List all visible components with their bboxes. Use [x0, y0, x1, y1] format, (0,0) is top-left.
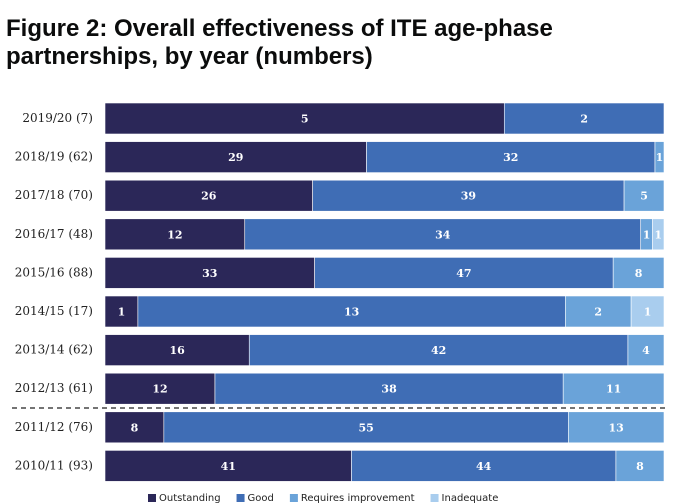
bar-segment: [314, 257, 614, 289]
bar-segment: [104, 450, 352, 482]
data-label: 1: [644, 306, 652, 319]
legend-label: Requires improvement: [301, 493, 415, 503]
y-tick-label: 2014/15 (17): [15, 304, 93, 318]
y-tick-label: 2013/14 (62): [15, 343, 93, 357]
y-tick-label: 2012/13 (61): [15, 381, 93, 395]
bar-segment: [568, 411, 665, 444]
data-label: 2: [594, 306, 602, 319]
bar-segment: [630, 295, 665, 328]
legend-label: Inadequate: [442, 493, 499, 503]
bar-segment: [163, 411, 569, 444]
data-label: 44: [476, 460, 492, 473]
legend-swatch: [289, 494, 298, 502]
bar-segment: [104, 102, 505, 135]
bar-segment: [104, 141, 367, 173]
bar-segment: [351, 450, 617, 482]
bar-segment: [104, 411, 165, 444]
bar-segment: [312, 179, 625, 212]
bar-segment: [104, 179, 313, 212]
bar-segment: [248, 334, 629, 366]
y-tick-label: 2016/17 (48): [15, 227, 93, 241]
bar-segment: [654, 141, 665, 173]
data-label: 12: [152, 383, 167, 396]
data-label: 1: [656, 151, 664, 164]
data-label: 5: [640, 190, 648, 203]
bar-segment: [104, 295, 139, 328]
y-tick-label: 2015/16 (88): [15, 265, 93, 279]
data-label: 5: [301, 113, 309, 126]
legend-label: Good: [248, 493, 274, 503]
data-label: 11: [606, 383, 621, 396]
data-label: 1: [654, 228, 662, 241]
bar-segment: [244, 218, 642, 251]
y-tick-label: 2010/11 (93): [15, 458, 93, 472]
bar-segment: [137, 295, 566, 328]
data-label: 16: [169, 344, 185, 357]
title-line: Figure 2: Overall effectiveness of ITE a…: [6, 15, 553, 42]
bar-segment: [623, 179, 665, 212]
data-label: 32: [503, 151, 518, 164]
data-label: 1: [643, 228, 651, 241]
data-label: 47: [456, 267, 471, 280]
y-tick-label: 2019/20 (7): [22, 111, 93, 125]
bar-segment: [627, 334, 665, 366]
data-label: 41: [221, 460, 236, 473]
title-line: partnerships, by year (numbers): [6, 43, 373, 70]
legend-label: Outstanding: [159, 493, 221, 503]
data-label: 1: [118, 306, 126, 319]
bar-segment: [214, 372, 564, 405]
bar-segment: [503, 102, 665, 135]
data-label: 2: [580, 113, 588, 126]
data-label: 13: [609, 421, 624, 434]
chart-title: Figure 2: Overall effectiveness of ITE a…: [6, 15, 560, 70]
bar-segment: [612, 257, 665, 289]
data-label: 29: [228, 151, 243, 164]
y-tick-label: 2018/19 (62): [15, 150, 93, 164]
bar-segment: [104, 257, 315, 289]
data-label: 39: [461, 190, 476, 203]
data-label: 34: [435, 228, 451, 241]
bar-segment: [104, 334, 250, 366]
data-label: 4: [642, 344, 650, 357]
data-label: 38: [381, 383, 397, 396]
legend-swatch: [236, 494, 245, 502]
data-label: 26: [201, 190, 217, 203]
data-label: 8: [635, 267, 643, 280]
data-label: 42: [431, 344, 446, 357]
data-label: 13: [344, 306, 359, 319]
y-tick-label: 2011/12 (76): [15, 420, 93, 434]
legend-swatch: [430, 494, 439, 502]
legend-swatch: [148, 494, 156, 502]
bar-segment: [562, 372, 665, 405]
data-label: 8: [131, 421, 139, 434]
data-label: 33: [202, 267, 217, 280]
y-tick-label: 2017/18 (70): [15, 188, 93, 202]
data-label: 8: [636, 460, 644, 473]
bar-segment: [652, 218, 665, 251]
bar-segment: [615, 450, 665, 482]
data-label: 55: [358, 421, 373, 434]
data-label: 12: [167, 228, 182, 241]
